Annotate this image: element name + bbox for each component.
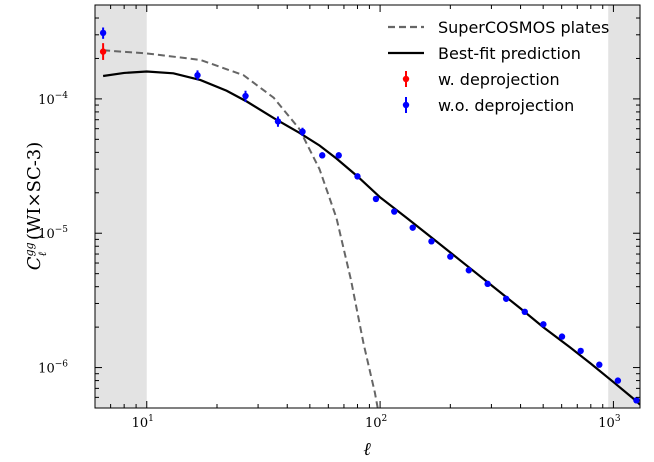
point-marker — [521, 308, 528, 316]
y-label-suffix: (WI×SC-3) — [24, 142, 45, 246]
point-marker — [335, 152, 342, 159]
legend-entry: SuperCOSMOS plates — [388, 18, 609, 37]
x-tick-label: 101 — [132, 414, 154, 431]
point-marker — [391, 208, 398, 215]
point-marker — [633, 397, 640, 404]
point-marker — [428, 238, 435, 245]
tick-base: 10 — [38, 93, 55, 108]
data-point — [409, 224, 416, 231]
y-tick-label: 10−6 — [38, 360, 68, 377]
tick-base: 10 — [132, 416, 149, 431]
data-point — [484, 280, 491, 288]
data-point — [99, 27, 107, 39]
data-point — [577, 347, 584, 355]
data-point — [274, 116, 282, 127]
shaded-region-1 — [608, 5, 640, 408]
data-point — [633, 397, 640, 404]
tick-base: 10 — [598, 416, 615, 431]
legend: SuperCOSMOS plates Best-fit prediction w. … — [388, 18, 609, 115]
data-point — [428, 238, 435, 245]
series-line-1 — [102, 70, 640, 406]
point-marker — [502, 295, 510, 302]
y-label-superscript: gg — [23, 242, 36, 256]
data-point — [242, 90, 249, 102]
legend-label: SuperCOSMOS plates — [438, 18, 609, 37]
point-marker — [299, 128, 306, 135]
y-label-subscript: ℓ — [36, 251, 49, 256]
tick-base: 10 — [38, 227, 55, 242]
tick-exponent: −4 — [55, 91, 69, 101]
shaded-region-0 — [95, 5, 147, 408]
data-points — [99, 27, 640, 404]
point-marker — [99, 48, 107, 55]
legend-swatch-marker — [402, 75, 410, 83]
y-label-prefix: C — [24, 256, 45, 270]
data-point — [335, 152, 342, 159]
tick-exponent: 1 — [148, 414, 154, 424]
shaded-regions — [95, 5, 640, 408]
point-marker — [354, 173, 361, 180]
tick-exponent: 2 — [381, 414, 387, 424]
legend-entry: w. deprojection — [402, 70, 560, 89]
data-point — [99, 43, 107, 60]
data-point — [540, 321, 547, 328]
data-point — [194, 70, 201, 81]
x-axis-label: ℓ — [363, 439, 371, 460]
legend-entry: Best-fit prediction — [388, 44, 581, 63]
tick-exponent: 3 — [615, 414, 621, 424]
point-marker — [194, 72, 201, 79]
y-axis-label: Cggℓ (WI×SC-3) — [23, 142, 49, 271]
point-marker — [540, 321, 547, 328]
data-point — [391, 208, 398, 215]
x-tick-label: 103 — [598, 414, 621, 431]
point-marker — [447, 253, 454, 260]
legend-label: w. deprojection — [438, 70, 560, 89]
data-point — [465, 267, 473, 274]
data-point — [319, 152, 326, 159]
tick-base: 10 — [365, 416, 382, 431]
tick-base: 10 — [38, 362, 55, 377]
data-point — [354, 173, 361, 180]
plot-frame — [94, 4, 641, 409]
data-point — [372, 195, 380, 203]
legend-label: Best-fit prediction — [438, 44, 581, 63]
data-point — [596, 361, 603, 368]
series-lines — [102, 49, 640, 408]
point-marker — [409, 224, 416, 231]
legend-label: w.o. deprojection — [438, 96, 574, 115]
data-point — [299, 127, 306, 136]
point-marker — [372, 195, 380, 203]
point-marker — [577, 347, 584, 355]
data-point — [447, 253, 454, 260]
data-point — [558, 333, 566, 340]
point-marker — [465, 267, 473, 274]
point-marker — [274, 118, 282, 125]
legend-swatch-marker — [402, 101, 410, 109]
tick-exponent: −5 — [55, 225, 69, 235]
point-marker — [484, 280, 491, 288]
tick-exponent: −6 — [55, 360, 69, 370]
point-marker — [99, 29, 107, 37]
point-marker — [614, 377, 622, 384]
point-marker — [596, 361, 603, 368]
legend-entry: w.o. deprojection — [402, 96, 574, 115]
series-line-0 — [103, 49, 379, 408]
point-marker — [319, 152, 326, 159]
y-tick-label: 10−5 — [38, 225, 68, 242]
data-point — [614, 377, 622, 384]
data-point — [521, 308, 528, 316]
x-tick-label: 102 — [365, 414, 387, 431]
point-marker — [242, 92, 249, 100]
y-tick-label: 10−4 — [38, 91, 68, 108]
data-point — [502, 295, 510, 302]
point-marker — [558, 333, 566, 340]
